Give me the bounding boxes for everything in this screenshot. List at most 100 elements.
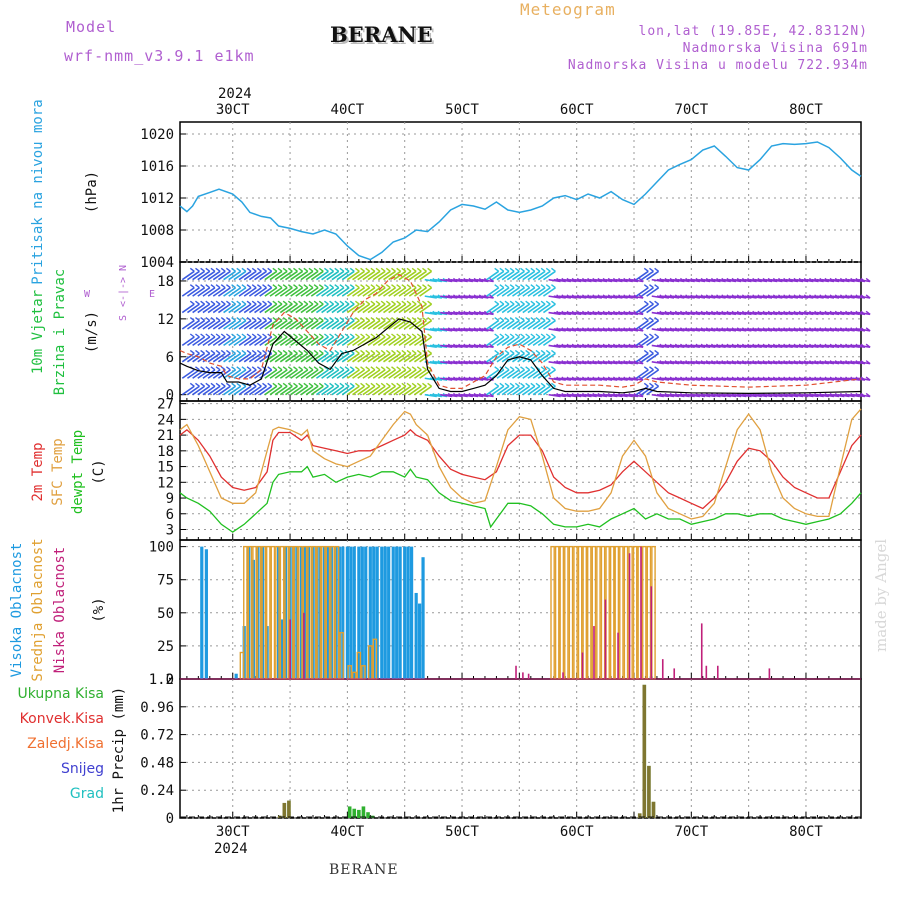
wind-barb-head: [231, 300, 236, 305]
y-tick-label: 27: [157, 397, 174, 413]
wind-barb: [192, 287, 206, 297]
wind-barb-head: [654, 267, 660, 272]
wind-barb: [321, 352, 335, 363]
wind-barb: [331, 303, 345, 314]
wind-barb-head: [401, 300, 407, 305]
y-tick-label: 12: [157, 312, 174, 328]
wind-barb: [398, 287, 412, 297]
wind-barb-head: [339, 267, 345, 272]
wind-barb: [197, 385, 211, 396]
wind-barb: [310, 352, 324, 363]
wind-barb: [527, 369, 541, 379]
wind-barb: [496, 352, 510, 363]
wind-barb-head: [215, 382, 221, 387]
wind-barb: [269, 385, 283, 396]
wind-barb: [501, 287, 515, 297]
wind-barb-head: [509, 300, 515, 305]
wind-barb-head: [514, 317, 520, 322]
cloud-low-bar: [522, 672, 524, 679]
wind-barb: [186, 369, 200, 379]
wind-barb-head: [231, 366, 236, 371]
coords-label: lon,lat (19.85E, 42.8312N): [638, 24, 868, 39]
cloud-high-bar: [380, 546, 384, 679]
wind-barb: [388, 270, 402, 281]
cloud-low-bar: [716, 665, 719, 679]
wind-barb: [631, 278, 644, 283]
model-label: Model: [66, 18, 117, 36]
wind-barb-head: [385, 317, 391, 322]
wind-barb-head: [504, 317, 510, 322]
wind-barb: [522, 336, 536, 347]
wind-barb-head: [514, 349, 520, 354]
wind-barb-head: [256, 366, 262, 371]
wind-barb: [383, 270, 396, 281]
wind-barb: [346, 336, 360, 347]
cloud-high-bar: [398, 546, 402, 679]
wind-barb-head: [303, 349, 309, 354]
wind-barb-head: [396, 366, 402, 371]
wind-barb: [346, 369, 360, 379]
wind-barb: [631, 377, 644, 381]
wind-barb-head: [313, 366, 319, 371]
wind-barb-head: [215, 284, 221, 289]
wind-barb: [228, 319, 242, 330]
wind-barb: [279, 319, 293, 330]
wind-barb-head: [256, 349, 262, 354]
wind-barb: [362, 369, 376, 379]
precip-unit: 1hr Precip (mm): [111, 687, 127, 813]
wind-barb-head: [416, 382, 422, 387]
wind-barb: [522, 352, 536, 363]
precip-convective-bar: [287, 800, 291, 818]
wind-barb-head: [220, 382, 226, 387]
wind-barb: [233, 352, 247, 363]
wind-barb-head: [298, 333, 304, 338]
y-tick-label: 100: [149, 540, 174, 556]
wind-barb: [408, 352, 422, 363]
wind-barb: [315, 319, 329, 330]
wind-barb-head: [313, 333, 319, 338]
temperature-panel: [179, 400, 862, 541]
wind-barb: [491, 303, 505, 314]
cloud-high-bar: [368, 546, 372, 679]
wind-barb-head: [649, 267, 654, 272]
cloud-mid-label: Srednja Oblacnost: [30, 538, 46, 681]
wind-barb-head: [277, 349, 283, 354]
wind-barb-head: [514, 333, 520, 338]
wind-barb-head: [344, 366, 350, 371]
wind-barb: [300, 303, 314, 314]
wind-barb: [419, 369, 433, 379]
wind-barb-head: [303, 382, 309, 387]
cloud-mid-bar: [554, 545, 560, 680]
cloud-mid-bar: [559, 545, 565, 680]
wind-barb: [212, 385, 226, 396]
wind-barb: [285, 385, 298, 396]
wind-barb: [383, 303, 396, 314]
wind-barb: [517, 336, 531, 347]
wind-barb-head: [654, 317, 660, 322]
wind-barb-head: [282, 382, 288, 387]
wind-barb-head: [391, 366, 396, 371]
wind-barb: [646, 336, 660, 347]
wind-barb-head: [246, 333, 252, 338]
cloud-high-bar: [357, 546, 361, 679]
wind-barb: [542, 287, 556, 297]
wind-barb: [388, 336, 402, 347]
wind-barb: [491, 319, 505, 330]
wind-barb: [248, 270, 262, 281]
wind-barb-head: [649, 333, 654, 338]
wind-barb: [285, 352, 298, 363]
wind-barb: [217, 319, 231, 330]
model-elevation-label: Nadmorska Visina u modelu 722.934m: [567, 58, 868, 73]
y-tick-label: 1016: [140, 159, 174, 175]
wind-barb-head: [391, 300, 396, 305]
wind-barb-head: [287, 300, 293, 305]
wind-barb: [408, 369, 422, 379]
wind-barb-head: [195, 349, 200, 354]
wind-barb-head: [251, 333, 257, 338]
wind-barb-head: [241, 300, 247, 305]
wind-barb: [341, 336, 355, 347]
wind-barb: [315, 270, 329, 281]
wind-barb: [305, 319, 319, 330]
wind-barb-head: [370, 333, 376, 338]
precip-panel: [179, 678, 862, 819]
